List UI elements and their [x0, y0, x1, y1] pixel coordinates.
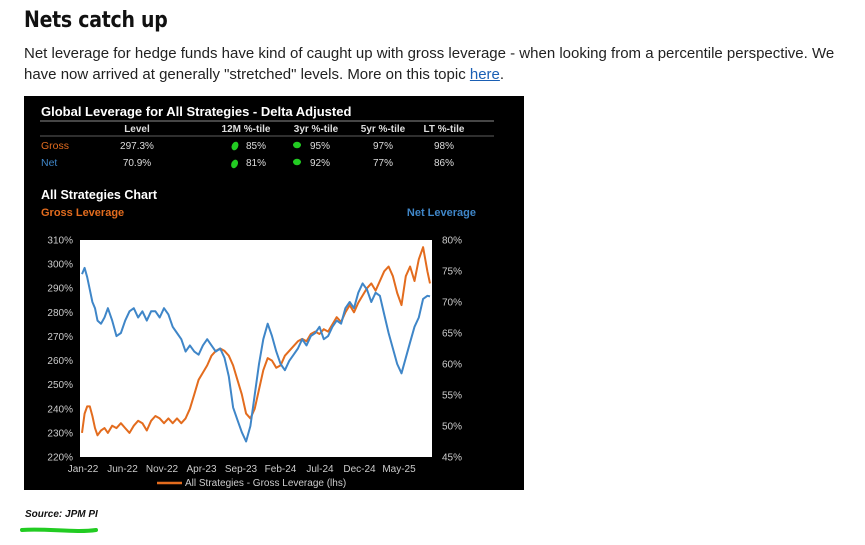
y-right-tick-label: 65%: [442, 329, 462, 340]
table-cell-5yr: 97%: [373, 141, 393, 152]
green-dot-icon: [231, 159, 239, 169]
y-left-tick-label: 300%: [47, 260, 73, 271]
y-right-tick-label: 60%: [442, 360, 462, 371]
plot-area: [80, 240, 432, 457]
y-right-tick-label: 75%: [442, 267, 462, 278]
table-row-name: Gross: [41, 140, 69, 152]
y-left-tick-label: 220%: [47, 453, 73, 464]
leverage-chart: Global Leverage for All Strategies - Del…: [40, 104, 494, 489]
chart-title: All Strategies Chart: [41, 188, 158, 202]
intro-paragraph: Net leverage for hedge funds have kind o…: [24, 43, 844, 85]
intro-text: Net leverage for hedge funds have kind o…: [24, 45, 835, 83]
right-axis-label: Net Leverage: [407, 207, 476, 219]
legend-label: All Strategies - Gross Leverage (lhs): [185, 478, 346, 489]
x-tick-label: Sep-23: [225, 464, 258, 475]
y-right-tick-label: 70%: [442, 298, 462, 309]
table-title: Global Leverage for All Strategies - Del…: [41, 104, 351, 119]
y-left-tick-label: 260%: [47, 356, 73, 367]
here-link[interactable]: here: [469, 66, 500, 83]
x-tick-label: Jul-24: [306, 464, 334, 475]
table-header: 12M %-tile: [222, 124, 271, 135]
table-cell-lt: 86%: [434, 158, 454, 169]
y-left-tick-label: 290%: [47, 284, 73, 295]
y-left-tick-label: 270%: [47, 332, 73, 343]
table-header: Level: [124, 124, 150, 135]
table-header: LT %-tile: [424, 124, 465, 135]
x-tick-label: Jan-22: [68, 464, 99, 475]
y-left-tick-label: 310%: [47, 236, 73, 247]
x-tick-label: Apr-23: [186, 464, 216, 475]
y-right-tick-label: 80%: [442, 236, 462, 247]
y-left-tick-label: 230%: [47, 428, 73, 439]
source-note: Source: JPM PI: [25, 509, 98, 520]
table-row-name: Net: [41, 157, 57, 169]
y-left-tick-label: 240%: [47, 404, 73, 415]
y-right-tick-label: 55%: [442, 391, 462, 402]
x-tick-label: May-25: [382, 464, 416, 475]
table-cell-5yr: 77%: [373, 158, 393, 169]
x-tick-label: Nov-22: [146, 464, 179, 475]
table-header: 3yr %-tile: [294, 124, 339, 135]
intro-end: .: [499, 66, 505, 83]
chart-panel: Global Leverage for All Strategies - Del…: [24, 96, 524, 490]
x-tick-label: Jun-22: [107, 464, 138, 475]
left-axis-label: Gross Leverage: [41, 207, 124, 219]
x-tick-label: Feb-24: [265, 464, 297, 475]
x-tick-label: Dec-24: [343, 464, 376, 475]
table-header: 5yr %-tile: [361, 124, 406, 135]
gross-leverage-line: [81, 246, 431, 437]
table-cell-3yr: 92%: [310, 158, 330, 169]
table-cell-lt: 98%: [434, 141, 454, 152]
green-dot-icon: [293, 141, 301, 149]
y-right-tick-label: 45%: [442, 453, 462, 464]
table-cell-3yr: 95%: [310, 141, 330, 152]
y-left-tick-label: 250%: [47, 380, 73, 391]
table-cell-level: 297.3%: [120, 141, 154, 152]
table-cell-12m: 81%: [246, 158, 266, 169]
green-dot-icon: [231, 141, 239, 151]
table-cell-level: 70.9%: [123, 158, 151, 169]
y-right-tick-label: 50%: [442, 422, 462, 433]
page-title: Nets catch up: [24, 8, 168, 33]
net-leverage-line: [81, 266, 431, 443]
y-left-tick-label: 280%: [47, 308, 73, 319]
green-dot-icon: [293, 158, 301, 166]
highlight-underline-icon: [20, 527, 98, 533]
table-cell-12m: 85%: [246, 141, 266, 152]
